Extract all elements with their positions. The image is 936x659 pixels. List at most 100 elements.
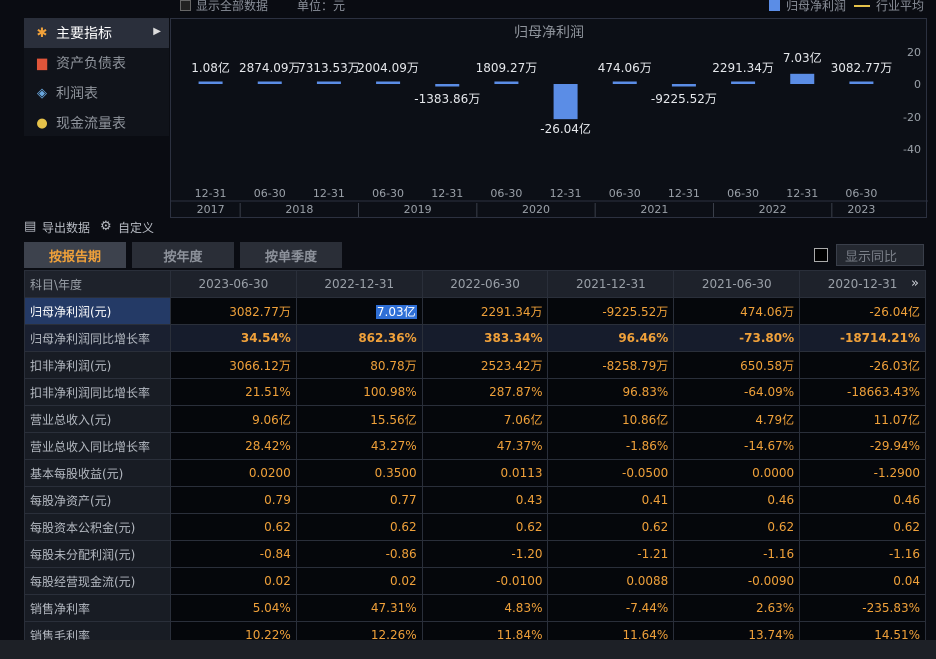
chart-bar[interactable] — [198, 81, 223, 85]
table-cell[interactable]: 12.26% — [295, 621, 423, 640]
table-cell[interactable]: 0.41 — [547, 486, 675, 514]
table-cell[interactable]: 5.04% — [170, 594, 297, 622]
table-cell[interactable]: -1.21 — [547, 540, 675, 568]
column-header[interactable]: 2021-06-30 — [673, 270, 801, 298]
profit-bar-chart[interactable]: 归母净利润 20 0 -20 -40 1.08亿 12-31 2874.09万 06-30 73… — [170, 18, 928, 218]
table-cell[interactable]: 0.62 — [673, 513, 801, 541]
chart-bar[interactable] — [494, 81, 519, 85]
chart-bar[interactable] — [316, 81, 341, 85]
menu-item-income-statement[interactable]: ◈ 利润表 — [24, 78, 169, 108]
chart-bar[interactable] — [731, 81, 756, 85]
table-cell[interactable]: -1.16 — [673, 540, 801, 568]
table-row[interactable]: 销售毛利率 10.22% 12.26% 11.84% 11.64% 13.74% 14.51… — [24, 621, 926, 640]
table-row[interactable]: 归母净利润(元) 3082.77万 7.03亿 2291.34万 -9225.52万 47… — [24, 297, 926, 325]
table-cell[interactable]: -0.86 — [295, 540, 423, 568]
table-cell[interactable]: 0.46 — [799, 486, 926, 514]
table-cell[interactable]: 47.31% — [295, 594, 423, 622]
table-cell[interactable]: -0.84 — [170, 540, 297, 568]
show-all-data-checkbox[interactable]: 显示全部数据 — [180, 0, 268, 14]
table-cell[interactable]: -9225.52万 — [547, 297, 675, 325]
table-cell[interactable]: 11.07亿 — [799, 405, 926, 433]
yoy-button[interactable]: 显示同比 — [836, 244, 924, 266]
table-row[interactable]: 营业总收入同比增长率 28.42% 43.27% 47.37% -1.86% -14.67… — [24, 432, 926, 460]
table-cell[interactable]: 9.06亿 — [170, 405, 297, 433]
table-cell[interactable]: 43.27% — [295, 432, 423, 460]
table-cell[interactable]: 2.63% — [673, 594, 801, 622]
chart-bar[interactable] — [435, 84, 460, 87]
table-cell[interactable]: 14.51% — [799, 621, 926, 640]
table-cell[interactable]: 0.46 — [673, 486, 801, 514]
table-cell[interactable]: 3082.77万 — [170, 297, 297, 325]
table-cell[interactable]: -8258.79万 — [547, 351, 675, 379]
table-row[interactable]: 扣非净利润同比增长率 21.51% 100.98% 287.87% 96.83% -64.… — [24, 378, 926, 406]
table-cell[interactable]: 287.87% — [421, 378, 549, 406]
column-header[interactable]: 2022-12-31 — [295, 270, 423, 298]
table-cell[interactable]: 862.36% — [295, 324, 423, 352]
table-cell[interactable]: 96.46% — [547, 324, 675, 352]
table-cell[interactable]: -0.0100 — [421, 567, 549, 595]
yoy-checkbox[interactable] — [814, 248, 828, 262]
table-cell[interactable]: 0.04 — [799, 567, 926, 595]
table-cell[interactable]: -1.16 — [799, 540, 926, 568]
chart-bar[interactable] — [376, 81, 401, 85]
table-row[interactable]: 归母净利润同比增长率 34.54% 862.36% 383.34% 96.46% -73.… — [24, 324, 926, 352]
table-cell[interactable]: -235.83% — [799, 594, 926, 622]
table-cell[interactable]: -0.0090 — [673, 567, 801, 595]
customize-button[interactable]: ⚙ 自定义 — [100, 218, 154, 236]
table-row[interactable]: 扣非净利润(元) 3066.12万 80.78万 2523.42万 -8258.79万 6… — [24, 351, 926, 379]
table-cell[interactable]: -26.04亿 — [799, 297, 926, 325]
table-cell[interactable]: 10.86亿 — [547, 405, 675, 433]
table-cell[interactable]: 4.83% — [421, 594, 549, 622]
table-cell[interactable]: 15.56亿 — [295, 405, 423, 433]
double-chevron-right-icon[interactable]: » — [911, 276, 919, 291]
table-row[interactable]: 基本每股收益(元) 0.0200 0.3500 0.0113 -0.0500 0.0000… — [24, 459, 926, 487]
table-cell[interactable]: -29.94% — [799, 432, 926, 460]
table-cell[interactable]: 13.74% — [673, 621, 801, 640]
table-cell[interactable]: 0.62 — [547, 513, 675, 541]
table-cell[interactable]: 383.34% — [421, 324, 549, 352]
table-cell[interactable]: 0.0113 — [421, 459, 549, 487]
table-row[interactable]: 每股净资产(元) 0.79 0.77 0.43 0.41 0.46 0.46 — [24, 486, 926, 514]
table-cell[interactable]: 0.62 — [170, 513, 297, 541]
table-cell[interactable]: 96.83% — [547, 378, 675, 406]
table-cell[interactable]: -26.03亿 — [799, 351, 926, 379]
table-cell[interactable]: -0.0500 — [547, 459, 675, 487]
column-header[interactable]: 2021-12-31 — [547, 270, 675, 298]
table-cell[interactable]: -18663.43% — [799, 378, 926, 406]
table-row[interactable]: 营业总收入(元) 9.06亿 15.56亿 7.06亿 10.86亿 4.79亿 11.07… — [24, 405, 926, 433]
menu-item-balance-sheet[interactable]: ▆ 资产负债表 — [24, 48, 169, 78]
table-cell[interactable]: 0.0200 — [170, 459, 297, 487]
table-cell[interactable]: 11.64% — [547, 621, 675, 640]
table-cell[interactable]: 0.3500 — [295, 459, 423, 487]
table-cell[interactable]: 0.62 — [799, 513, 926, 541]
tab-by-report-period[interactable]: 按报告期 — [24, 242, 126, 268]
table-cell[interactable]: -1.2900 — [799, 459, 926, 487]
table-cell[interactable]: 0.43 — [421, 486, 549, 514]
table-cell[interactable]: 0.79 — [170, 486, 297, 514]
table-cell[interactable]: 4.79亿 — [673, 405, 801, 433]
table-cell[interactable]: 0.77 — [295, 486, 423, 514]
table-cell[interactable]: -73.80% — [673, 324, 801, 352]
checkbox-box[interactable] — [180, 0, 191, 11]
chart-bar[interactable] — [257, 81, 282, 85]
table-cell[interactable]: 21.51% — [170, 378, 297, 406]
table-cell[interactable]: 2291.34万 — [421, 297, 549, 325]
table-row[interactable]: 销售净利率 5.04% 47.31% 4.83% -7.44% 2.63% -235.83% — [24, 594, 926, 622]
table-cell[interactable]: 3066.12万 — [170, 351, 297, 379]
table-cell[interactable]: 0.02 — [295, 567, 423, 595]
table-cell[interactable]: 0.62 — [295, 513, 423, 541]
tab-by-year[interactable]: 按年度 — [132, 242, 234, 268]
column-header[interactable]: 2022-06-30 — [421, 270, 549, 298]
table-row[interactable]: 每股经营现金流(元) 0.02 0.02 -0.0100 0.0088 -0.0090 0.… — [24, 567, 926, 595]
table-cell[interactable]: -18714.21% — [799, 324, 926, 352]
table-cell[interactable]: -1.20 — [421, 540, 549, 568]
table-cell[interactable]: 100.98% — [295, 378, 423, 406]
table-cell[interactable]: 34.54% — [170, 324, 297, 352]
chart-bar[interactable] — [553, 84, 578, 120]
export-data-button[interactable]: ▤ 导出数据 — [24, 218, 90, 236]
table-cell[interactable]: 0.62 — [421, 513, 549, 541]
table-row[interactable]: 每股未分配利润(元) -0.84 -0.86 -1.20 -1.21 -1.16 -1.16 — [24, 540, 926, 568]
table-cell[interactable]: 80.78万 — [295, 351, 423, 379]
table-cell[interactable]: 650.58万 — [673, 351, 801, 379]
table-cell[interactable]: -14.67% — [673, 432, 801, 460]
